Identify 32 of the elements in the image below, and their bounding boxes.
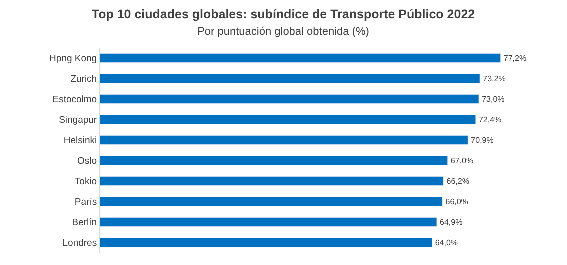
y-tick-label: Hpng Kong <box>50 54 98 65</box>
bar <box>100 238 433 248</box>
data-label: 70,9% <box>471 136 494 145</box>
y-tick-label: Londres <box>62 238 98 250</box>
bar <box>100 217 438 228</box>
bar <box>100 135 468 146</box>
bar <box>100 53 502 64</box>
data-label: 72,4% <box>478 115 502 124</box>
data-label: 67,0% <box>450 156 474 166</box>
data-label: 64,9% <box>440 218 463 227</box>
y-tick-label: Singapur <box>59 115 98 126</box>
bar <box>100 74 480 84</box>
bar <box>100 156 448 166</box>
chart-title: Top 10 ciudades globales: subíndice de Transporte Público 2022 <box>92 8 476 22</box>
y-tick-label: París <box>74 197 98 208</box>
data-label: 77,2% <box>504 54 527 63</box>
data-label: 66,2% <box>446 176 470 186</box>
data-label: 64,0% <box>435 238 458 248</box>
bar <box>100 196 443 207</box>
bar <box>100 114 476 125</box>
chart-subtitle: Por puntuación global obtenida (%) <box>198 26 370 38</box>
y-tick-label: Zurich <box>70 74 98 86</box>
y-tick-label: Oslo <box>78 156 98 168</box>
y-tick-label: Estocolmo <box>52 94 98 106</box>
y-tick-label: Helsinki <box>64 136 98 147</box>
data-label: 73,0% <box>482 94 505 104</box>
y-tick-label: Tokio <box>74 176 98 188</box>
data-label: 73,2% <box>483 74 506 84</box>
data-label: 66,0% <box>446 197 468 206</box>
bar <box>100 176 444 186</box>
bar <box>100 94 480 104</box>
y-tick-label: Berlín <box>72 218 98 229</box>
